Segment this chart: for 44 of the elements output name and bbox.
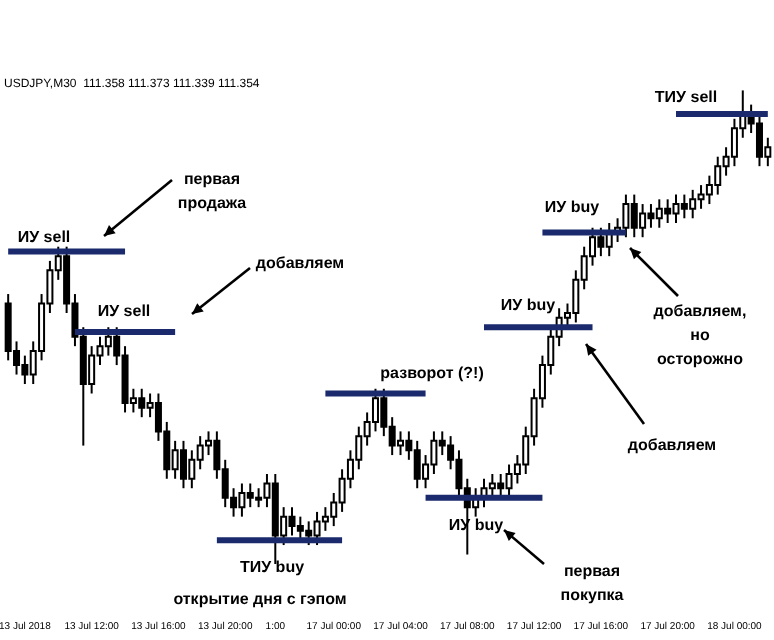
candlestick <box>672 193 680 225</box>
candlestick <box>655 198 663 229</box>
candlestick <box>413 439 421 490</box>
annotation: ИУ sell <box>97 302 151 320</box>
candlestick <box>371 387 379 433</box>
candlestick <box>714 155 722 196</box>
candlestick <box>597 226 605 258</box>
candlestick <box>179 439 187 490</box>
candlestick <box>639 203 647 239</box>
candlestick <box>689 188 697 220</box>
candlestick <box>188 449 196 490</box>
candlestick <box>313 510 321 547</box>
annotation: ИУ buy <box>544 198 601 216</box>
candlestick <box>138 387 146 419</box>
candlestick <box>104 326 112 357</box>
candlestick <box>497 473 505 499</box>
annotation: разворот (?!) <box>380 364 485 382</box>
annotation: ИУ sell <box>17 228 71 246</box>
candlestick <box>730 117 738 168</box>
candlestick <box>288 506 296 537</box>
annotation: добавляем, но осторожно <box>653 302 747 368</box>
candlestick <box>755 113 763 168</box>
candlestick <box>664 198 672 225</box>
annotation: добавляем <box>255 254 345 272</box>
annotation: первая покупка <box>560 562 625 604</box>
candlestick <box>246 482 254 509</box>
annotation: ТИУ buy <box>239 558 306 576</box>
candlestick <box>630 193 638 239</box>
candlestick <box>680 193 688 220</box>
candlestick <box>488 473 496 499</box>
annotation: первая продажа <box>177 170 248 212</box>
annotation: добавляем <box>627 436 717 454</box>
candlestick <box>397 430 405 457</box>
candlestick <box>238 482 246 518</box>
candlestick <box>321 506 329 532</box>
candlestick <box>255 487 263 509</box>
candlestick <box>697 184 705 210</box>
annotation: ИУ buy <box>500 296 557 314</box>
text: открытие дня с гэпом <box>173 590 347 608</box>
candlestick <box>4 293 12 362</box>
candlestick <box>622 193 630 239</box>
candlestick <box>647 203 655 229</box>
annotation: ТИУ sell <box>654 88 718 106</box>
candlestick <box>505 463 513 499</box>
